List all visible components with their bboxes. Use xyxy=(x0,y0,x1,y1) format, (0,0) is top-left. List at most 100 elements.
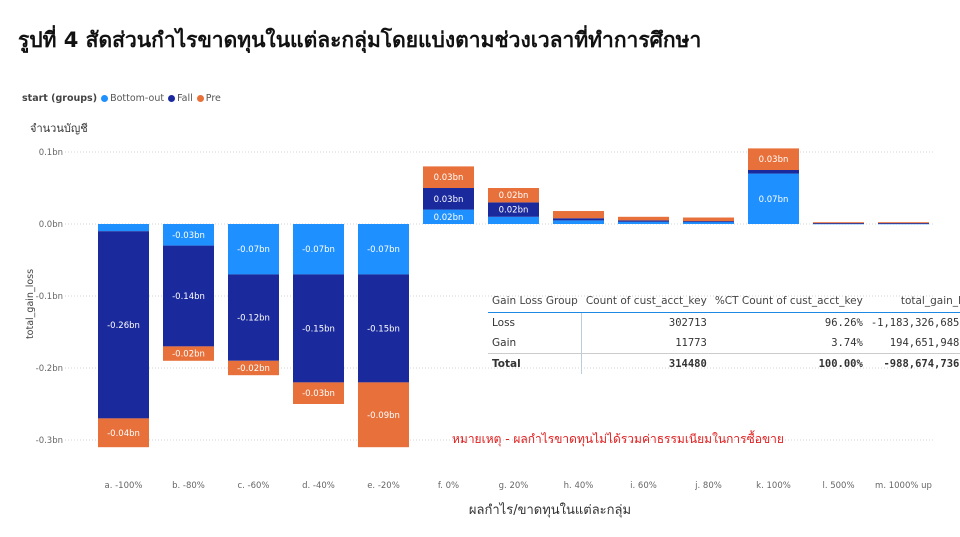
table-cell: 96.26% xyxy=(824,317,863,329)
x-tick-label: b. -80% xyxy=(172,481,205,491)
bar-segment xyxy=(813,222,864,224)
bar-segment xyxy=(878,222,929,224)
bar-segment xyxy=(293,224,344,275)
x-tick-label: h. 40% xyxy=(564,481,594,491)
x-tick-label: k. 100% xyxy=(756,481,791,491)
column-header-count[interactable]: Count of cust_acct_key xyxy=(581,293,711,313)
chart-legend: start (groups) Bottom-out Fall Pre xyxy=(22,93,225,104)
column-header-pct-count[interactable]: %CT Count of cust_acct_key xyxy=(710,293,867,313)
legend-item-pre[interactable]: Pre xyxy=(196,93,221,104)
bar-segment xyxy=(423,209,474,224)
bar-segment xyxy=(358,382,409,448)
bar-segment xyxy=(163,346,214,361)
table-cell: Gain xyxy=(488,333,583,354)
bar-segment xyxy=(358,224,409,275)
bar-segment xyxy=(423,166,474,188)
legend-title: start (groups) xyxy=(22,93,98,104)
bar-segment xyxy=(488,202,539,217)
table-total-row: Total 314480 100.00% -988,674,736.28 xyxy=(488,353,960,374)
table-cell: -988,674,736.28 xyxy=(866,353,960,374)
table-cell: 100.00% xyxy=(710,353,867,374)
y-tick-label: 0.0bn xyxy=(39,220,63,230)
bar-segment xyxy=(98,418,149,448)
table-cell: 302713 xyxy=(668,317,707,329)
data-label: -0.12bn xyxy=(237,314,270,324)
data-label: -0.14bn xyxy=(172,292,205,302)
gain-loss-table: Gain Loss Group Count of cust_acct_key %… xyxy=(488,293,960,374)
legend-item-bottom-out[interactable]: Bottom-out xyxy=(101,93,164,104)
column-header-gain-loss-group[interactable]: Gain Loss Group xyxy=(488,293,582,313)
table-cell: Loss xyxy=(488,312,583,333)
bar-segment xyxy=(813,222,864,224)
bar-segment xyxy=(163,224,214,246)
data-label: 0.03bn xyxy=(434,195,464,205)
y-tick-label: -0.2bn xyxy=(36,364,63,374)
x-tick-label: c. -60% xyxy=(237,481,269,491)
bar-segment xyxy=(748,170,799,174)
table-row: Loss 302713 96.26% -1,183,326,685.10 xyxy=(488,312,960,333)
bar-segment xyxy=(683,221,734,224)
legend-item-fall[interactable]: Fall xyxy=(168,93,193,104)
x-tick-label: m. 1000% up xyxy=(875,481,932,491)
bar-segment xyxy=(358,274,409,383)
bar-segment xyxy=(488,188,539,203)
table-cell: 3.74% xyxy=(831,337,863,349)
x-tick-label: j. 80% xyxy=(694,481,722,491)
bar-segment xyxy=(553,218,604,221)
data-label: -0.04bn xyxy=(107,429,140,439)
bar-segment xyxy=(98,231,149,419)
data-label: 0.07bn xyxy=(759,195,789,205)
legend-dot-bottom-out xyxy=(101,95,109,102)
x-tick-label: f. 0% xyxy=(438,481,459,491)
y-tick-label: 0.1bn xyxy=(39,148,63,158)
bar-segment xyxy=(98,224,149,232)
data-label: -0.03bn xyxy=(172,231,205,241)
data-label: -0.26bn xyxy=(107,321,140,331)
data-label: -0.07bn xyxy=(237,245,270,255)
column-header-total-gain-loss[interactable]: total_gain_loss xyxy=(866,293,960,313)
data-label: -0.02bn xyxy=(172,350,205,360)
y-tick-label: -0.1bn xyxy=(36,292,63,302)
bar-segment xyxy=(228,274,279,361)
data-label: -0.15bn xyxy=(367,324,400,334)
data-label: -0.02bn xyxy=(237,364,270,374)
data-label: -0.07bn xyxy=(302,245,335,255)
bar-segment xyxy=(748,148,799,170)
x-tick-label: i. 60% xyxy=(630,481,657,491)
data-label: -0.07bn xyxy=(367,245,400,255)
legend-label-pre: Pre xyxy=(205,93,221,104)
bar-segment xyxy=(228,360,279,376)
count-label: จำนวนบัญชี xyxy=(30,122,88,135)
x-tick-label: d. -40% xyxy=(302,481,335,491)
legend-label-bottom-out: Bottom-out xyxy=(110,93,165,104)
y-tick-label: -0.3bn xyxy=(36,436,63,446)
bar-segment xyxy=(748,173,799,224)
table-cell: 11773 xyxy=(675,337,707,349)
bar-segment xyxy=(553,211,604,219)
y-axis-label: total_gain_loss xyxy=(25,269,36,339)
data-label: 0.02bn xyxy=(434,213,464,223)
bar-segment xyxy=(488,216,539,224)
x-axis-label-container: ผลกำไร/ขาดทุนในแต่ละกลุ่ม xyxy=(0,499,960,520)
data-label: -0.15bn xyxy=(302,324,335,334)
legend-dot-fall xyxy=(168,95,176,102)
bar-segment xyxy=(878,222,929,224)
bar-segment xyxy=(163,245,214,347)
table-cell: 194,651,948.83 xyxy=(889,337,960,349)
data-label: 0.03bn xyxy=(759,155,789,165)
bar-segment xyxy=(618,221,669,224)
x-axis-label: ผลกำไร/ขาดทุนในแต่ละกลุ่ม xyxy=(468,503,632,518)
bar-segment xyxy=(683,221,734,223)
bar-segment xyxy=(683,217,734,222)
table-row: Gain 11773 3.74% 194,651,948.83 xyxy=(488,333,960,354)
table-cell: 314480 xyxy=(581,353,711,374)
table-cell: -1,183,326,685.10 xyxy=(870,317,960,329)
page-title: รูปที่ 4 สัดส่วนกำไรขาดทุนในแต่ละกลุ่มโด… xyxy=(18,28,702,52)
data-label: -0.03bn xyxy=(302,389,335,399)
bar-segment xyxy=(293,274,344,383)
x-tick-label: e. -20% xyxy=(367,481,400,491)
data-label: 0.02bn xyxy=(499,191,529,201)
bar-segment xyxy=(618,220,669,222)
bar-segment xyxy=(553,220,604,224)
